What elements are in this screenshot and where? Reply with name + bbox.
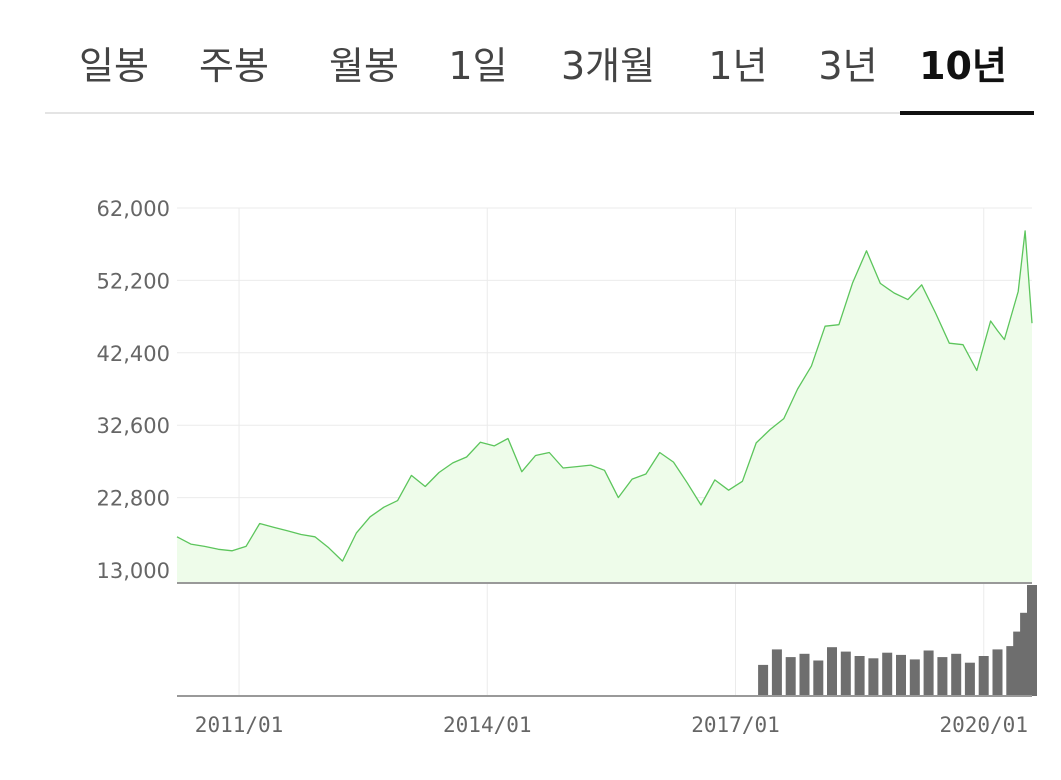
x-axis-ticks: 2011/01 2014/01 2017/01 2020/01 bbox=[195, 713, 1028, 737]
y-tick-label: 22,800 bbox=[97, 487, 170, 511]
volume-bar bbox=[771, 649, 782, 696]
tab-3-years[interactable]: 3년 bbox=[818, 44, 878, 88]
volume-bar bbox=[1020, 612, 1031, 697]
tab-monthly[interactable]: 월봉 bbox=[329, 44, 399, 88]
y-tick-label: 52,200 bbox=[97, 269, 170, 293]
volume-bar bbox=[854, 656, 865, 696]
tab-bar-divider bbox=[45, 112, 1033, 114]
price-chart: 62,000 52,200 42,400 32,600 22,800 13,000 201… bbox=[97, 197, 1037, 737]
y-tick-label: 62,000 bbox=[97, 197, 170, 221]
volume-bar bbox=[882, 652, 893, 696]
tab-1-day[interactable]: 1일 bbox=[448, 44, 508, 88]
volume-bar bbox=[758, 664, 769, 696]
volume-bar bbox=[964, 662, 975, 696]
tab-weekly[interactable]: 주봉 bbox=[199, 44, 269, 88]
y-tick-label: 42,400 bbox=[97, 342, 170, 366]
volume-bar bbox=[813, 660, 824, 696]
volume-bar bbox=[909, 659, 920, 696]
volume-bars bbox=[758, 585, 1037, 697]
volume-bar bbox=[1006, 646, 1017, 697]
tab-1-year[interactable]: 1년 bbox=[708, 44, 768, 88]
tab-daily[interactable]: 일봉 bbox=[79, 44, 149, 88]
y-axis-ticks: 62,000 52,200 42,400 32,600 22,800 13,000 bbox=[97, 197, 170, 583]
volume-bar bbox=[799, 653, 810, 696]
x-tick-label: 2017/01 bbox=[691, 713, 780, 737]
x-tick-label: 2011/01 bbox=[195, 713, 284, 737]
volume-bar bbox=[923, 650, 934, 696]
y-tick-label: 32,600 bbox=[97, 414, 170, 438]
tab-3-months[interactable]: 3개월 bbox=[560, 44, 656, 88]
price-area-fill bbox=[177, 230, 1032, 583]
active-tab-indicator bbox=[900, 111, 1034, 115]
volume-bar bbox=[951, 653, 962, 696]
volume-bar bbox=[896, 654, 906, 696]
x-tick-label: 2020/01 bbox=[939, 713, 1028, 737]
tab-10-years[interactable]: 10년 bbox=[919, 44, 1007, 88]
period-tab-bar: 일봉 주봉 월봉 1일 3개월 1년 3년 10년 bbox=[45, 0, 1033, 116]
price-line bbox=[176, 230, 1033, 562]
volume-bar bbox=[1013, 631, 1024, 696]
volume-bar bbox=[840, 651, 851, 696]
volume-bar bbox=[785, 657, 796, 696]
x-tick-label: 2014/01 bbox=[443, 713, 532, 737]
volume-bar bbox=[1027, 585, 1037, 696]
volume-bar bbox=[827, 647, 837, 696]
volume-bar bbox=[868, 658, 879, 696]
volume-bar bbox=[978, 656, 989, 696]
volume-bar bbox=[937, 657, 948, 696]
y-tick-label: 13,000 bbox=[97, 559, 170, 583]
volume-bar bbox=[992, 649, 1003, 696]
